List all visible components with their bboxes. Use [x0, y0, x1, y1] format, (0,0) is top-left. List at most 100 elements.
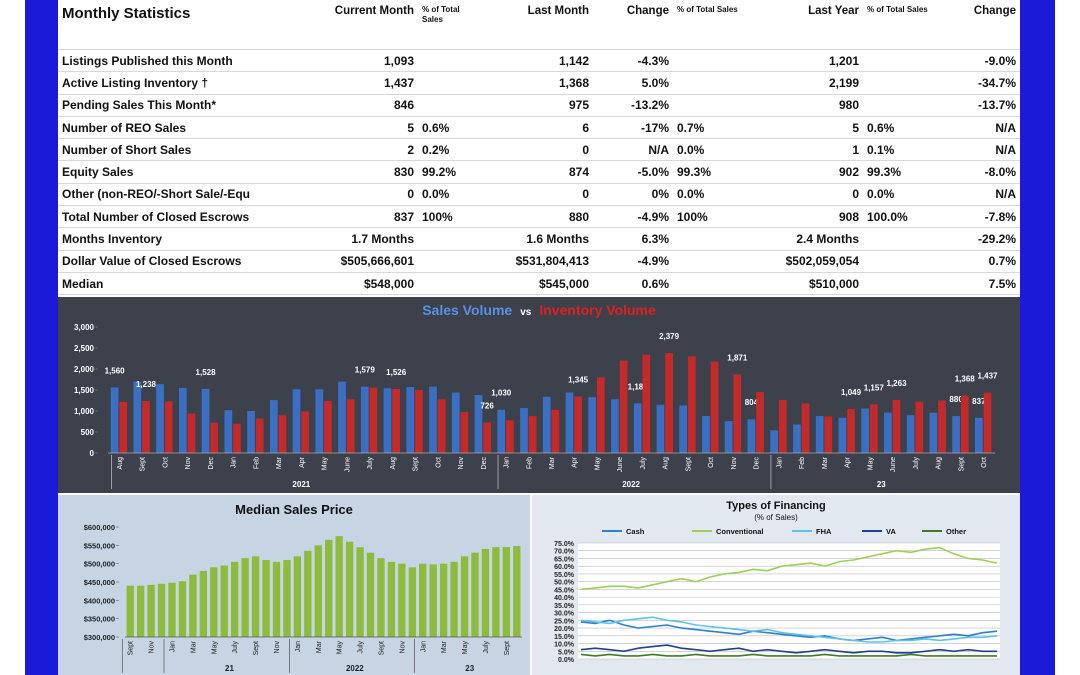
cell: -13.7% — [933, 94, 1020, 117]
row-label: Months Inventory — [58, 227, 308, 251]
bar — [619, 360, 628, 453]
x-tick-label: Oct — [435, 457, 442, 468]
bar — [415, 390, 423, 453]
row-label: Equity Sales — [58, 160, 308, 184]
x-tick-label: July — [232, 641, 239, 654]
x-tick-label: Nov — [185, 457, 192, 470]
cell — [418, 94, 468, 117]
bar — [233, 423, 241, 453]
bar — [665, 353, 673, 453]
x-tick-label: Aug — [390, 457, 397, 470]
bar — [110, 387, 119, 453]
x-tick-label: Sept — [128, 641, 135, 655]
table-row: Equity Sales 830 99.2% 874 -5.0% 99.3% 902 99.3… — [58, 160, 1020, 184]
bar — [251, 556, 260, 637]
bar — [513, 546, 521, 637]
bar — [137, 585, 145, 637]
cell — [673, 272, 743, 296]
x-tick-label: Sept — [413, 457, 420, 471]
x-tick-label: Sept — [253, 641, 260, 655]
x-tick-label: Mar — [276, 456, 283, 469]
cell: -13.2% — [593, 94, 673, 117]
chart-title: Median Sales Price — [235, 502, 353, 517]
bar — [156, 384, 164, 453]
x-tick-label: May — [322, 457, 329, 471]
table-row: Listings Published this Month 1,093 1,142-… — [58, 49, 1020, 73]
y-tick-label: 40.0% — [554, 595, 575, 602]
x-tick-label: July — [640, 457, 647, 470]
bar — [278, 415, 287, 453]
bar — [164, 401, 173, 453]
column-header: % of Total Sales — [863, 5, 933, 50]
data-label: 726 — [480, 402, 494, 411]
bar — [471, 552, 479, 637]
cell: 2,199 — [743, 71, 863, 95]
y-tick-label: 10.0% — [554, 642, 575, 649]
cell: 1.6 Months — [468, 227, 593, 251]
cell: 1,201 — [743, 49, 863, 73]
x-tick-label: Mar — [549, 456, 556, 469]
x-tick-label: Jan — [420, 641, 427, 652]
cell — [418, 227, 468, 251]
cell — [418, 272, 468, 296]
cell: 830 — [308, 160, 418, 184]
x-tick-label: Mar — [822, 456, 829, 469]
row-label: Pending Sales This Month* — [58, 94, 308, 117]
column-header: Last Month — [468, 5, 593, 50]
data-label: 1,263 — [887, 379, 908, 388]
bar — [801, 403, 810, 453]
bar — [565, 392, 574, 453]
bar — [611, 399, 619, 453]
cell — [418, 49, 468, 73]
bar — [551, 409, 560, 453]
cell: 6.3% — [593, 227, 673, 251]
bar — [189, 574, 197, 637]
x-tick-label: Jan — [231, 457, 238, 468]
data-label: 1,049 — [841, 388, 862, 397]
cell: 846 — [308, 94, 418, 117]
column-header: Monthly Statistics — [58, 5, 308, 50]
row-label: Listings Published this Month — [58, 49, 308, 73]
cell — [863, 49, 933, 73]
x-tick-label: July — [367, 457, 374, 470]
bar — [383, 388, 392, 453]
x-tick-label: July — [913, 457, 920, 470]
row-label: Median — [58, 272, 308, 296]
y-tick-label: 0.0% — [558, 657, 575, 664]
y-tick-label: 60.0% — [554, 564, 575, 571]
cell: 6 — [468, 116, 593, 140]
cell: 0 — [308, 183, 418, 207]
cell: 0.7% — [673, 116, 743, 140]
x-tick-label: May — [867, 457, 874, 471]
cell: -7.8% — [933, 205, 1020, 229]
x-tick-label: June — [890, 457, 897, 472]
column-header: Change — [593, 5, 673, 50]
y-tick-label: $500,000 — [84, 560, 115, 569]
bar — [126, 585, 134, 637]
x-tick-label: Oct — [981, 457, 988, 468]
bar — [702, 416, 710, 453]
data-label: 2,379 — [659, 332, 680, 341]
bar — [596, 377, 605, 453]
bar — [679, 405, 688, 453]
chart-title: Inventory Volume — [539, 302, 656, 318]
bar — [528, 416, 537, 453]
x-tick-label: June — [344, 457, 351, 472]
bar — [542, 396, 551, 453]
bar — [398, 563, 406, 637]
bar — [861, 408, 870, 453]
cell — [863, 272, 933, 296]
bar — [315, 389, 324, 453]
bar — [201, 388, 210, 453]
bar — [324, 400, 332, 453]
cell — [863, 250, 933, 273]
plot-area — [578, 543, 1000, 659]
data-label: 1,368 — [955, 375, 976, 384]
bar — [119, 401, 128, 453]
cell: 0% — [593, 183, 673, 207]
cell: 5.0% — [593, 71, 673, 95]
x-tick-label: Apr — [845, 456, 852, 468]
bar — [710, 361, 719, 453]
x-tick-label: Oct — [162, 457, 169, 468]
